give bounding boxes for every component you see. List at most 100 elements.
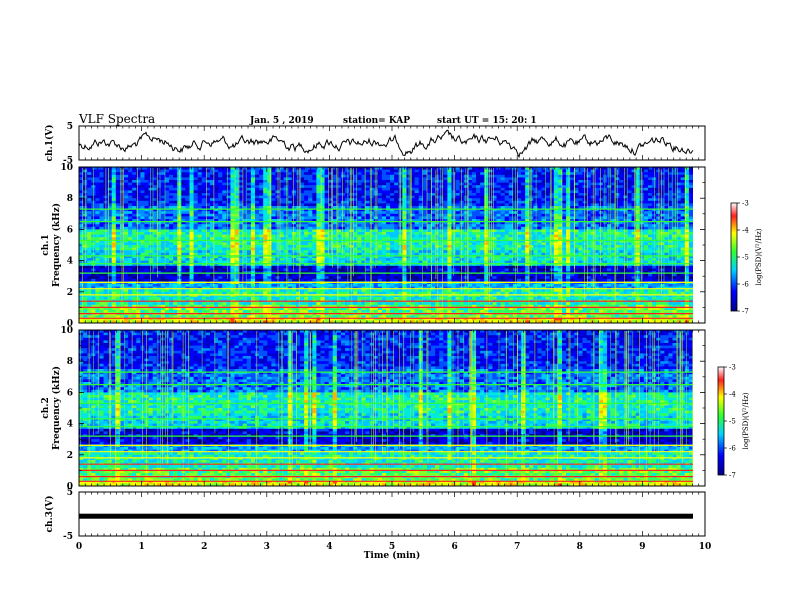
date-label: Jan. 5 , 2019 [249, 116, 314, 126]
spec-cell [381, 216, 387, 220]
spec-cell [222, 284, 227, 287]
spec-cell [414, 174, 420, 178]
spec-cell [287, 213, 293, 217]
spec-cell [169, 221, 174, 225]
spec-cell [259, 247, 264, 251]
spec-cell [115, 224, 121, 228]
spec-cell [95, 245, 100, 248]
spec-cell [373, 234, 379, 238]
spec-cell [246, 182, 252, 186]
spec-cell [218, 182, 223, 186]
spec-cell [336, 226, 342, 230]
spec-cell [181, 229, 186, 233]
spec-cell [238, 276, 244, 280]
spec-cell [173, 198, 178, 202]
spec-cell [234, 245, 240, 248]
spec-cell [267, 234, 272, 238]
spec-cell [279, 177, 285, 181]
spec-cell [234, 213, 240, 217]
spec-cell [295, 268, 301, 272]
spec-cell [136, 213, 141, 217]
spec-cell [365, 284, 371, 287]
spec-cell [99, 284, 104, 287]
spec-cell [197, 255, 203, 259]
spec-cell [218, 291, 223, 295]
spec-cell [140, 291, 145, 295]
spec-cell [386, 310, 391, 313]
spec-cell [410, 185, 416, 189]
spec-cell [234, 229, 240, 233]
spec-cell [312, 276, 317, 280]
spec-cell [287, 242, 293, 246]
spec-cell [193, 250, 199, 254]
spec-cell [312, 185, 317, 189]
spec-cell [263, 276, 268, 280]
spec-cell [160, 226, 166, 230]
spec-cell [205, 208, 211, 212]
spec-cell [181, 307, 186, 311]
spec-cell [173, 177, 178, 181]
spec-cell [291, 174, 297, 178]
spec-cell [312, 182, 317, 186]
spec-cell [279, 224, 285, 228]
spec-cell [304, 206, 309, 209]
spec-cell [230, 169, 235, 173]
spec-cell [95, 258, 100, 261]
spec-cell [226, 226, 231, 230]
spec-cell [87, 268, 92, 272]
spec-cell [242, 291, 248, 295]
spec-cell [107, 200, 113, 204]
spec-cell [136, 245, 141, 248]
spec-cell [234, 206, 240, 209]
spec-cell [304, 213, 309, 217]
spec-cell [246, 193, 252, 196]
spec-cell [377, 208, 383, 212]
spec-cell [394, 268, 399, 272]
spec-cell [316, 276, 321, 280]
spec-cell [169, 180, 174, 183]
spec-cell [218, 193, 223, 196]
spec-cell [250, 284, 256, 287]
spec-cell [271, 284, 276, 287]
spec-cell [279, 185, 285, 189]
spec-cell [222, 232, 227, 235]
spec-cell [234, 268, 240, 272]
spec-cell [234, 198, 240, 202]
spec-cell [316, 250, 321, 254]
spec-cell [279, 304, 285, 308]
spec-cell [181, 250, 186, 254]
spec-cell [365, 258, 371, 261]
spec-cell [238, 229, 244, 233]
spec-cell [193, 195, 199, 199]
spec-cell [365, 182, 371, 186]
spec-cell [381, 190, 387, 194]
spec-cell [140, 211, 145, 215]
spec-cell [353, 278, 358, 282]
spec-cell [218, 234, 223, 238]
spec-cell [291, 203, 297, 207]
spec-cell [398, 265, 403, 269]
spec-cell [398, 317, 403, 321]
spec-cell [193, 265, 199, 269]
spec-cell [386, 172, 391, 176]
spec-cell [173, 304, 178, 308]
spec-cell [250, 182, 256, 186]
spec-cell [361, 211, 366, 215]
spec-cell [242, 239, 248, 243]
spec-cell [148, 229, 154, 233]
spec-cell [156, 268, 162, 272]
spec-cell [300, 198, 305, 202]
spec-cell [226, 239, 231, 243]
spec-cell [394, 276, 399, 280]
spec-cell [308, 187, 313, 191]
spec-cell [250, 302, 256, 306]
spec-cell [230, 206, 235, 209]
spec-cell [414, 211, 420, 215]
spec-cell [185, 263, 190, 267]
spec-cell [242, 221, 248, 225]
spec-cell [177, 289, 182, 293]
spec-cell [201, 198, 207, 202]
spec-cell [324, 245, 330, 248]
spec-cell [304, 265, 309, 269]
spec-cell [209, 169, 215, 173]
